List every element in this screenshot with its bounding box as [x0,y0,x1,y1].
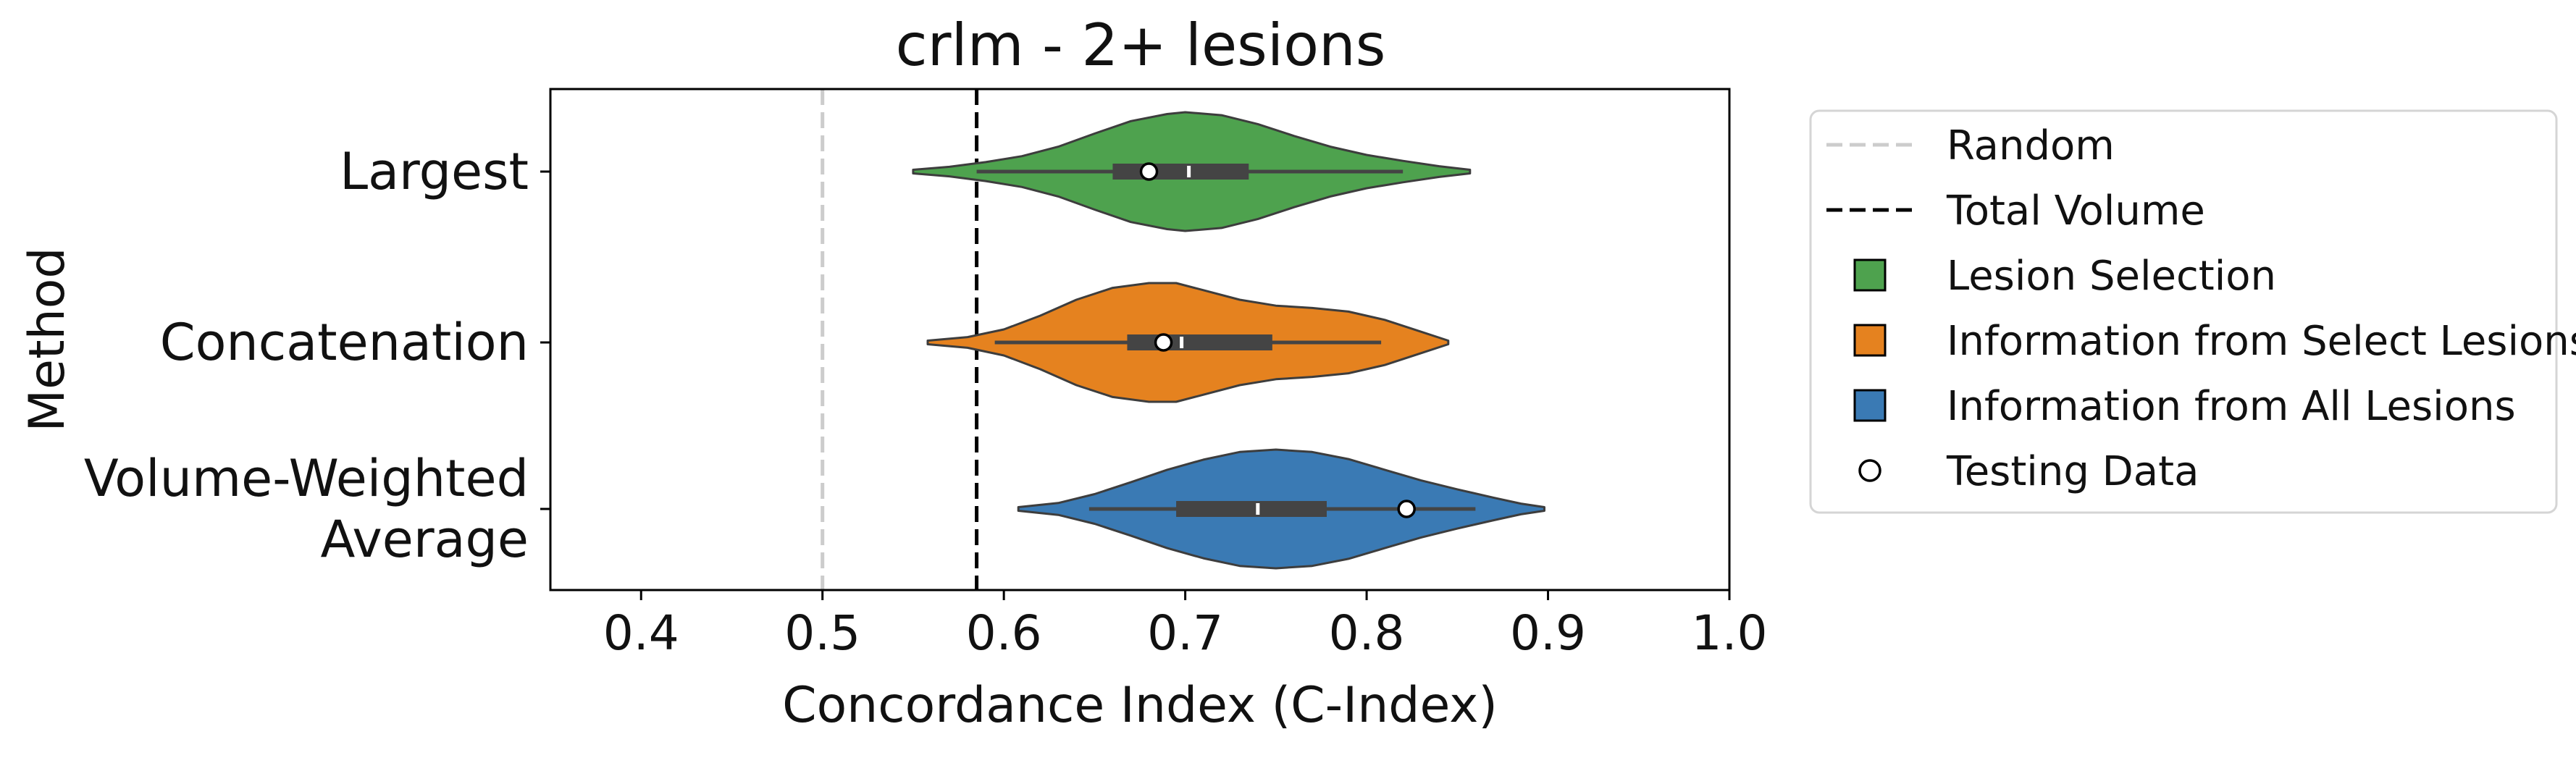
legend: Random Total Volume Lesion Selection Inform… [1809,109,2576,514]
legend-square-marker [1853,258,1887,292]
testing-data-point [1397,500,1416,518]
y-axis: Largest Concatenation Volume-WeightedAvera… [84,142,550,569]
violin-group-2 [926,282,1450,403]
legend-label: Information from All Lesions [1947,383,2516,430]
x-axis-title: Concordance Index (C-Index) [782,677,1498,734]
violin-iqr-box [1127,334,1272,350]
violin-group-3 [1017,448,1545,570]
x-axis: 0.4 0.5 0.6 0.7 0.8 0.9 1.0 [603,590,1768,661]
legend-label: Lesion Selection [1947,253,2276,300]
x-tick-label: 0.7 [1147,605,1223,661]
x-tick-label: 0.9 [1510,605,1586,661]
legend-frame [1809,109,2558,514]
testing-data-point [1154,333,1173,352]
legend-square-marker [1853,389,1887,422]
testing-data-point [1139,162,1159,181]
x-tick-label: 1.0 [1692,605,1768,661]
y-tick-label: Concatenation [160,313,529,372]
legend-label: Random [1947,122,2115,169]
x-tick-label: 0.4 [603,605,679,661]
y-axis-title: Method [19,247,76,431]
y-tick-label: Largest [340,142,529,201]
x-tick-label: 0.8 [1329,605,1405,661]
y-tick-label: Volume-Weighted [84,449,529,508]
violin-iqr-box [1176,501,1327,517]
x-tick-label: 0.5 [784,605,860,661]
legend-label: Testing Data [1946,448,2199,495]
chart-title: crlm - 2+ lesions [896,12,1386,79]
plot-area [821,89,1545,590]
violin-group-1 [912,111,1472,232]
x-tick-label: 0.6 [966,605,1042,661]
violin-iqr-box [1112,164,1249,180]
legend-square-marker [1853,324,1887,357]
legend-circle-marker [1858,459,1881,482]
legend-label: Information from Select Lesions [1947,318,2576,365]
y-tick-label: Average [321,510,529,569]
plot-frame [549,88,1731,591]
legend-label: Total Volume [1946,188,2205,235]
